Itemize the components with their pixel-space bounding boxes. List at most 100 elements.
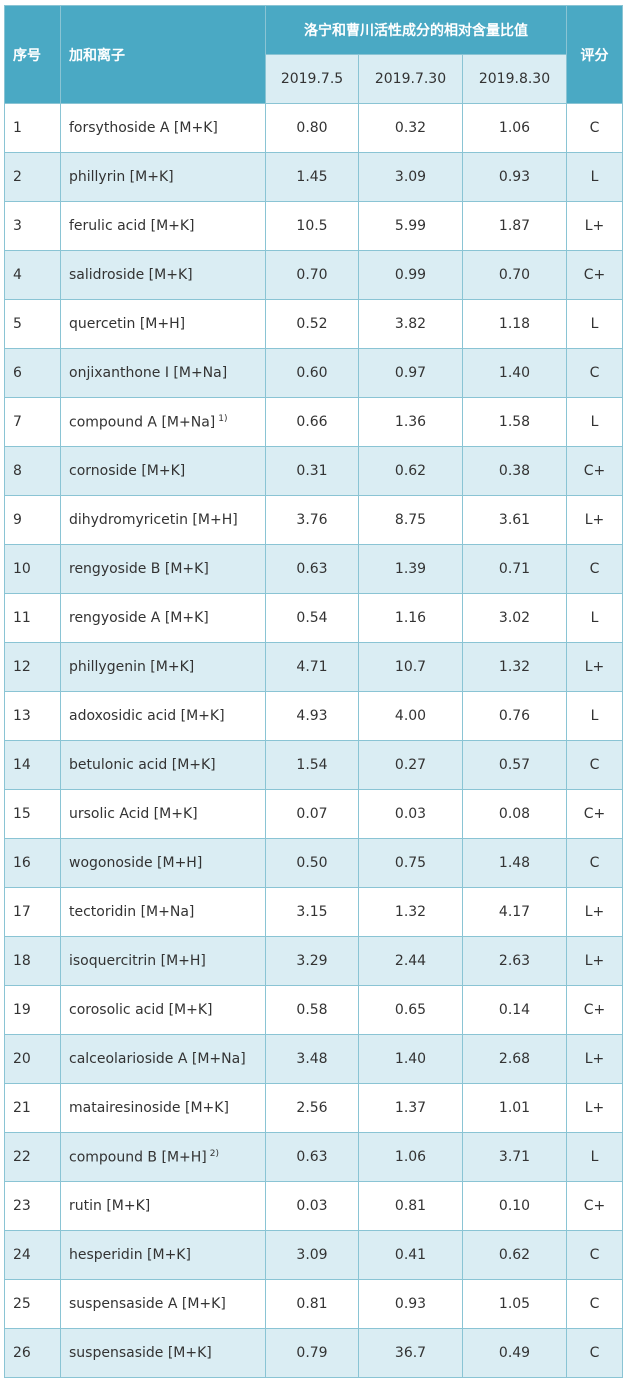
score: L	[566, 397, 623, 447]
compound-name: calceolarioside A [M+Na]	[69, 1051, 246, 1067]
footnote-marker: 2)	[209, 1148, 220, 1159]
compound-name: suspensaside [M+K]	[69, 1345, 212, 1361]
ratio-2019-8-30: 1.87	[462, 201, 567, 251]
compound-name: ursolic Acid [M+K]	[69, 806, 198, 822]
compound-cell: forsythoside A [M+K]	[60, 103, 266, 153]
table-row: 22 compound B [M+H] 2) 0.63 1.06 3.71 L	[4, 1132, 623, 1182]
row-number: 11	[4, 593, 61, 643]
row-number: 6	[4, 348, 61, 398]
ratio-2019-7-30: 3.82	[358, 299, 463, 349]
compound-cell: compound A [M+Na] 1)	[60, 397, 266, 447]
ratio-2019-7-5: 3.29	[265, 936, 359, 986]
row-number: 8	[4, 446, 61, 496]
ratio-2019-7-30: 0.62	[358, 446, 463, 496]
score: C	[566, 1328, 623, 1378]
footnote-marker: 1)	[218, 413, 228, 424]
ratio-2019-8-30: 3.61	[462, 495, 567, 545]
ratio-2019-7-5: 0.07	[265, 789, 359, 839]
ratio-2019-7-30: 1.37	[358, 1083, 463, 1133]
score: L+	[566, 201, 623, 251]
ratio-2019-7-30: 4.00	[358, 691, 463, 741]
header-no: 序号	[4, 5, 61, 104]
row-number: 1	[4, 103, 61, 153]
compound-name: salidroside [M+K]	[69, 267, 193, 283]
ratio-2019-7-5: 0.52	[265, 299, 359, 349]
compound-name: phillyrin [M+K]	[69, 169, 174, 185]
ratio-2019-7-5: 1.45	[265, 152, 359, 202]
ratio-2019-7-30: 0.99	[358, 250, 463, 300]
data-table: 序号 加和离子 洛宁和曹川活性成分的相对含量比值 评分 2019.7.5 201…	[4, 5, 623, 1378]
score: L+	[566, 495, 623, 545]
row-number: 19	[4, 985, 61, 1035]
ratio-2019-7-5: 0.31	[265, 446, 359, 496]
table-row: 20 calceolarioside A [M+Na] 3.48 1.40 2.68 L+	[4, 1034, 623, 1084]
score: L	[566, 691, 623, 741]
table-row: 21 matairesinoside [M+K] 2.56 1.37 1.01 L+	[4, 1083, 623, 1133]
score: L+	[566, 936, 623, 986]
ratio-2019-8-30: 1.48	[462, 838, 567, 888]
table-row: 1 forsythoside A [M+K] 0.80 0.32 1.06 C	[4, 103, 623, 153]
ratio-2019-7-30: 5.99	[358, 201, 463, 251]
score: C	[566, 740, 623, 790]
compound-cell: phillygenin [M+K]	[60, 642, 266, 692]
score: C+	[566, 250, 623, 300]
score: C	[566, 103, 623, 153]
table-row: 3 ferulic acid [M+K] 10.5 5.99 1.87 L+	[4, 201, 623, 251]
compound-name: ferulic acid [M+K]	[69, 218, 195, 234]
ratio-2019-7-5: 1.54	[265, 740, 359, 790]
ratio-2019-7-30: 0.93	[358, 1279, 463, 1329]
ratio-2019-8-30: 0.38	[462, 446, 567, 496]
header-date-2: 2019.7.30	[358, 54, 463, 104]
ratio-2019-7-30: 0.32	[358, 103, 463, 153]
compound-cell: ferulic acid [M+K]	[60, 201, 266, 251]
table-row: 10 rengyoside B [M+K] 0.63 1.39 0.71 C	[4, 544, 623, 594]
table-row: 2 phillyrin [M+K] 1.45 3.09 0.93 L	[4, 152, 623, 202]
compound-name: rutin [M+K]	[69, 1198, 151, 1214]
header-ratio: 洛宁和曹川活性成分的相对含量比值	[265, 5, 567, 55]
score: L+	[566, 642, 623, 692]
row-number: 18	[4, 936, 61, 986]
ratio-2019-7-5: 0.66	[265, 397, 359, 447]
compound-name: matairesinoside [M+K]	[69, 1100, 229, 1116]
table-row: 26 suspensaside [M+K] 0.79 36.7 0.49 C	[4, 1328, 623, 1378]
header-score: 评分	[566, 5, 623, 104]
header-row: 序号 加和离子 洛宁和曹川活性成分的相对含量比值 评分	[4, 5, 623, 104]
compound-cell: dihydromyricetin [M+H]	[60, 495, 266, 545]
compound-cell: wogonoside [M+H]	[60, 838, 266, 888]
compound-cell: calceolarioside A [M+Na]	[60, 1034, 266, 1084]
row-number: 5	[4, 299, 61, 349]
compound-name: compound A [M+Na]	[69, 414, 216, 431]
score: C	[566, 1230, 623, 1280]
score: C+	[566, 1181, 623, 1231]
ratio-2019-7-30: 0.81	[358, 1181, 463, 1231]
compound-name: dihydromyricetin [M+H]	[69, 512, 238, 528]
ratio-2019-8-30: 1.06	[462, 103, 567, 153]
score: C+	[566, 446, 623, 496]
row-number: 15	[4, 789, 61, 839]
ratio-2019-8-30: 0.70	[462, 250, 567, 300]
ratio-2019-7-30: 0.65	[358, 985, 463, 1035]
table-row: 13 adoxosidic acid [M+K] 4.93 4.00 0.76 L	[4, 691, 623, 741]
table-row: 11 rengyoside A [M+K] 0.54 1.16 3.02 L	[4, 593, 623, 643]
ratio-2019-8-30: 1.01	[462, 1083, 567, 1133]
row-number: 25	[4, 1279, 61, 1329]
score: L+	[566, 1083, 623, 1133]
compound-cell: betulonic acid [M+K]	[60, 740, 266, 790]
compound-name: adoxosidic acid [M+K]	[69, 708, 225, 724]
ratio-2019-7-5: 4.93	[265, 691, 359, 741]
ratio-2019-8-30: 1.40	[462, 348, 567, 398]
table-row: 5 quercetin [M+H] 0.52 3.82 1.18 L	[4, 299, 623, 349]
score: L	[566, 152, 623, 202]
row-number: 22	[4, 1132, 61, 1182]
ratio-2019-7-30: 36.7	[358, 1328, 463, 1378]
compound-cell: isoquercitrin [M+H]	[60, 936, 266, 986]
ratio-2019-7-30: 3.09	[358, 152, 463, 202]
compound-name: isoquercitrin [M+H]	[69, 953, 206, 969]
ratio-2019-7-5: 0.60	[265, 348, 359, 398]
table-row: 14 betulonic acid [M+K] 1.54 0.27 0.57 C	[4, 740, 623, 790]
score: L	[566, 593, 623, 643]
table-row: 18 isoquercitrin [M+H] 3.29 2.44 2.63 L+	[4, 936, 623, 986]
ratio-2019-8-30: 0.62	[462, 1230, 567, 1280]
ratio-2019-8-30: 4.17	[462, 887, 567, 937]
ratio-2019-8-30: 0.14	[462, 985, 567, 1035]
